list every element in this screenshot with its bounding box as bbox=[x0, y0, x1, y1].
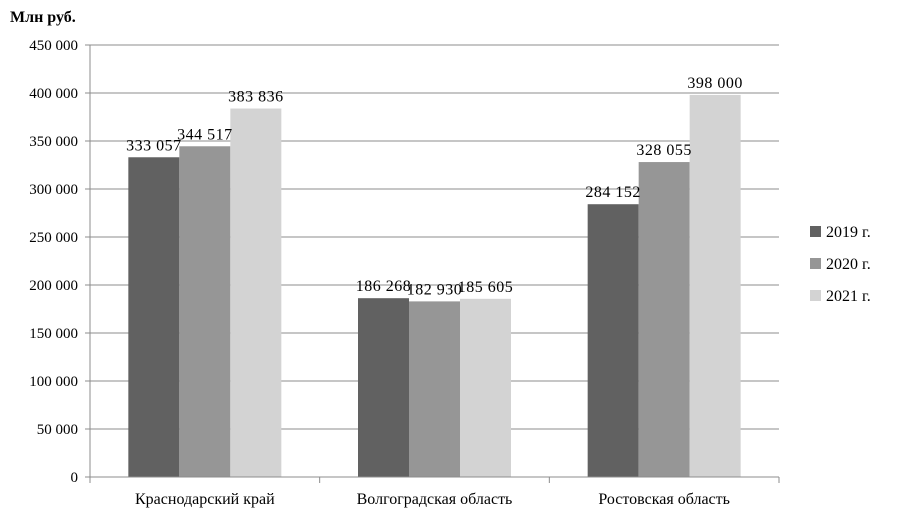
y-tick-label: 450 000 bbox=[29, 38, 78, 54]
bar bbox=[128, 157, 180, 478]
y-axis-ticks: 0 50 000 100 000 150 000 200 000 250 000 300 0… bbox=[29, 38, 90, 486]
data-label: 182 930 bbox=[407, 281, 463, 298]
data-label: 383 836 bbox=[228, 89, 284, 106]
bar bbox=[460, 298, 511, 477]
data-label: 328 055 bbox=[636, 142, 692, 159]
bars bbox=[128, 94, 741, 478]
data-label: 333 057 bbox=[126, 137, 182, 154]
data-label: 185 605 bbox=[458, 279, 514, 296]
category-label: Волгоградская область bbox=[357, 491, 513, 508]
y-tick-label: 300 000 bbox=[29, 182, 78, 198]
x-axis-ticks: Краснодарский край Волгоградская область Р… bbox=[89, 477, 780, 508]
y-axis-title: Млн руб. bbox=[10, 9, 76, 26]
bar bbox=[689, 94, 741, 478]
y-tick-label: 50 000 bbox=[37, 422, 78, 438]
legend-swatch bbox=[810, 258, 821, 269]
legend-label: 2019 г. bbox=[826, 224, 871, 241]
data-label: 284 152 bbox=[585, 184, 641, 201]
bar bbox=[230, 108, 282, 477]
legend-swatch bbox=[810, 226, 821, 237]
bar bbox=[358, 298, 409, 477]
bar bbox=[409, 301, 460, 477]
axes bbox=[89, 45, 779, 478]
y-tick-label: 200 000 bbox=[29, 278, 78, 294]
data-label: 344 517 bbox=[177, 126, 233, 143]
category-label: Ростовская область bbox=[598, 491, 730, 508]
bar bbox=[587, 204, 639, 477]
legend: 2019 г. 2020 г. 2021 г. bbox=[810, 224, 871, 305]
bar bbox=[638, 162, 690, 477]
y-tick-label: 0 bbox=[71, 470, 79, 486]
y-tick-label: 100 000 bbox=[29, 374, 78, 390]
data-label: 398 000 bbox=[687, 75, 743, 92]
y-tick-label: 250 000 bbox=[29, 230, 78, 246]
category-label: Краснодарский край bbox=[135, 491, 275, 508]
data-label: 186 268 bbox=[356, 278, 412, 295]
y-tick-label: 150 000 bbox=[29, 326, 78, 342]
y-tick-label: 350 000 bbox=[29, 134, 78, 150]
y-tick-label: 400 000 bbox=[29, 86, 78, 102]
bar bbox=[179, 146, 231, 478]
legend-swatch bbox=[810, 290, 821, 301]
legend-label: 2020 г. bbox=[826, 256, 871, 273]
legend-label: 2021 г. bbox=[826, 288, 871, 305]
